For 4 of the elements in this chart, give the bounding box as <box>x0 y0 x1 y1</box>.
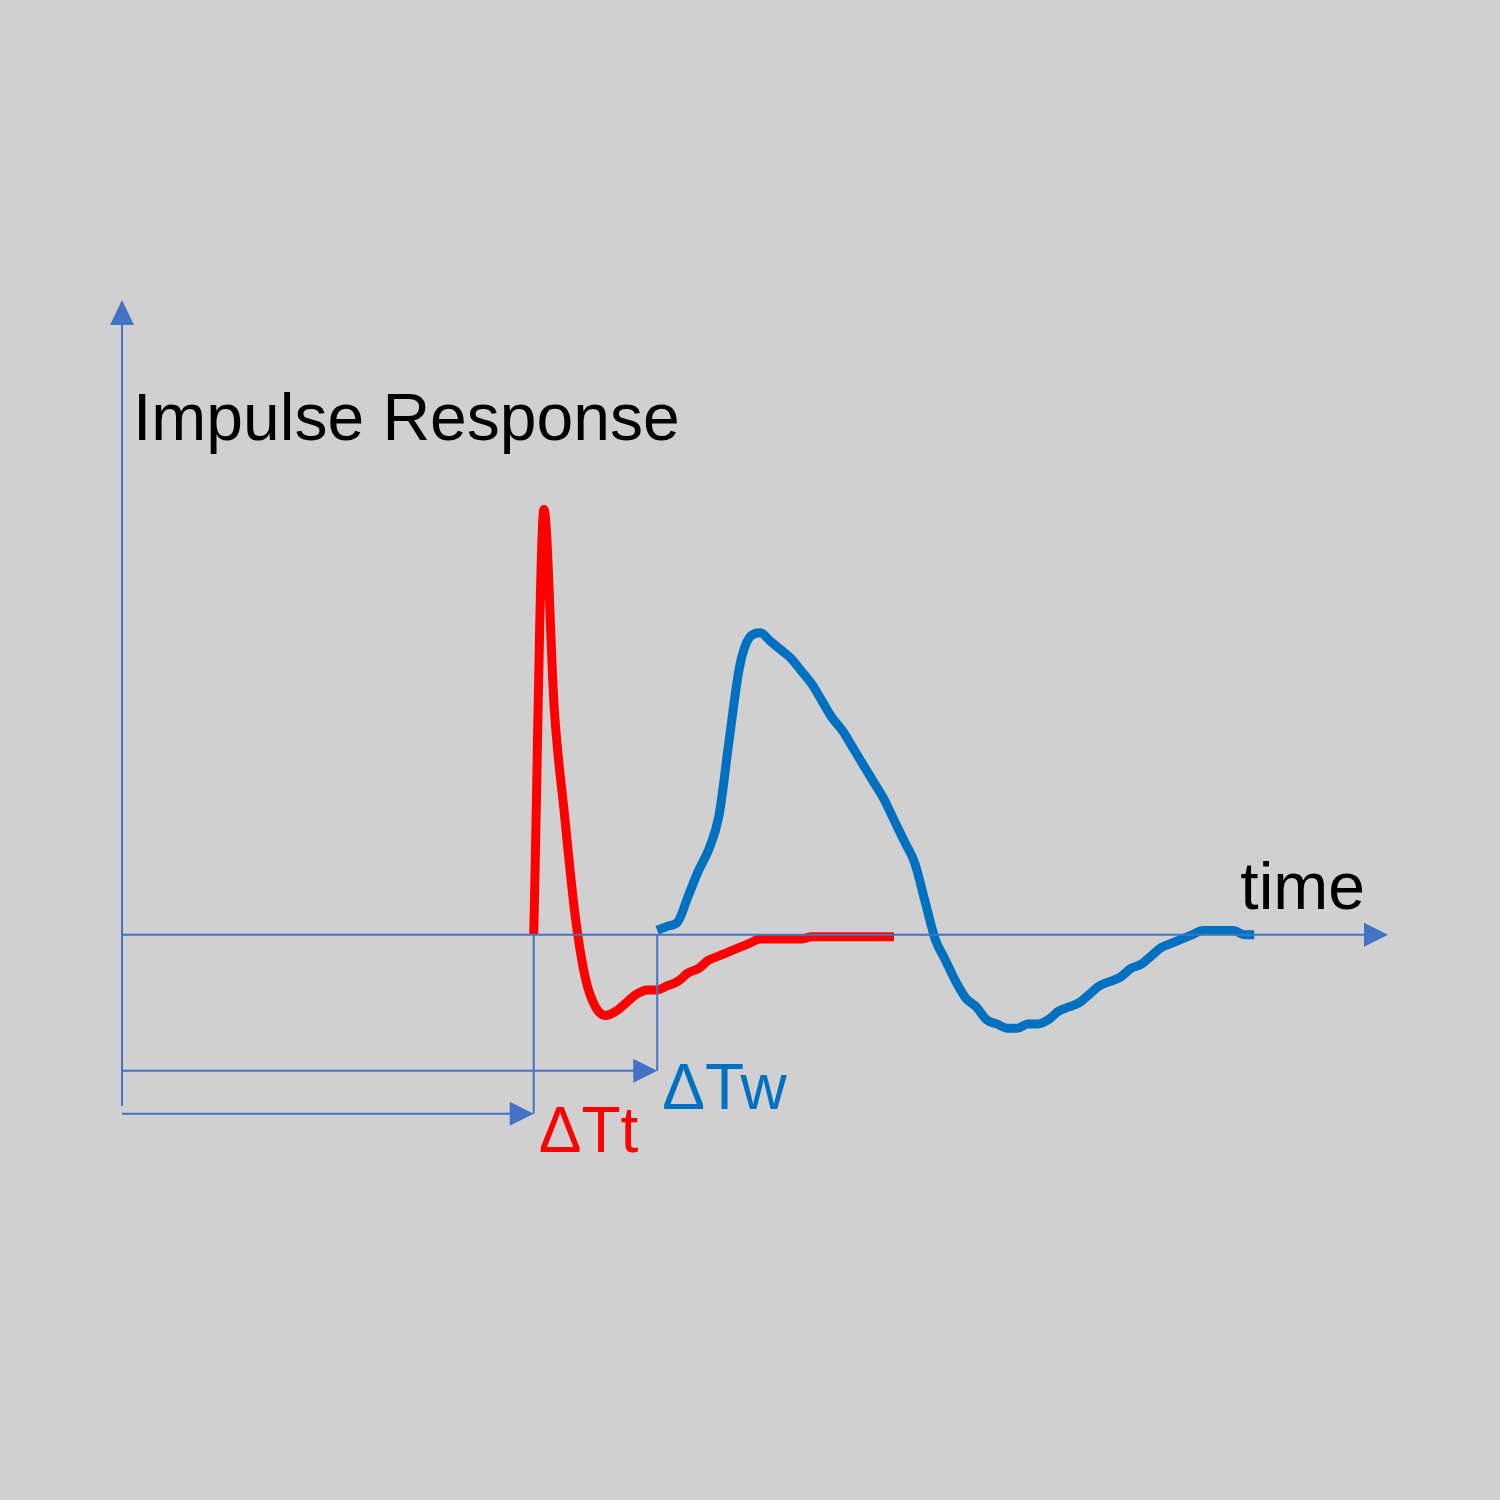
text: ΔTw <box>662 1050 787 1123</box>
y-axis-title: Impulse Response <box>133 380 680 454</box>
text: ΔTt <box>538 1093 639 1166</box>
x-axis-title: time <box>1240 848 1365 923</box>
